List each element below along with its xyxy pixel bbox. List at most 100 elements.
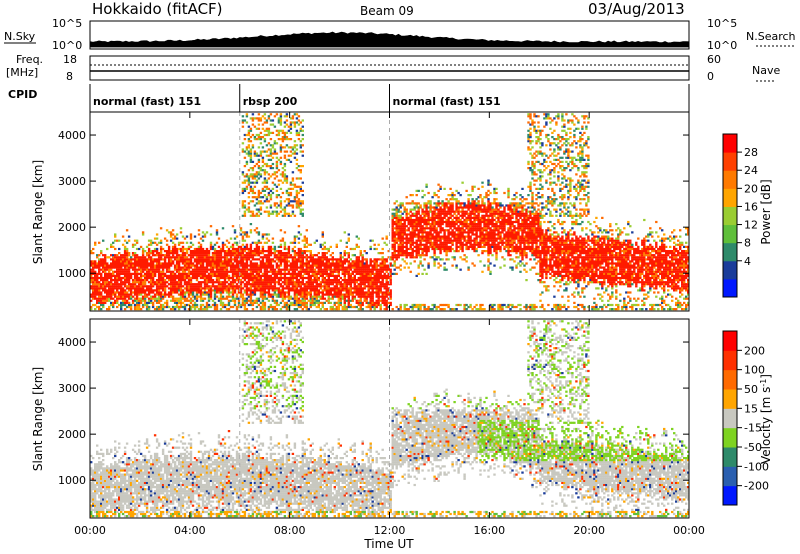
range-gate-cell (157, 287, 161, 290)
range-gate-cell (203, 308, 207, 311)
range-gate-cell (163, 274, 167, 277)
range-gate-cell (249, 214, 253, 217)
range-gate-cell (269, 279, 273, 282)
range-gate-cell (347, 305, 350, 309)
range-gate-cell (397, 245, 400, 248)
range-gate-cell (253, 241, 257, 244)
range-gate-cell (267, 187, 271, 190)
range-gate-cell (151, 295, 155, 298)
range-gate-cell (409, 239, 412, 242)
range-gate-cell (123, 297, 127, 300)
range-gate-cell (149, 291, 153, 294)
range-gate-cell (343, 295, 346, 298)
range-gate-cell (249, 189, 253, 192)
range-gate-cell (243, 268, 247, 271)
range-gate-cell (433, 202, 436, 205)
range-gate-cell (371, 291, 374, 294)
range-gate-cell (281, 146, 285, 149)
range-gate-cell (209, 243, 213, 246)
range-gate-cell (275, 194, 279, 197)
range-gate-cell (177, 241, 181, 244)
range-gate-cell (106, 285, 109, 288)
range-gate-cell (445, 241, 448, 244)
range-gate-cell (104, 295, 107, 298)
range-gate-cell (441, 229, 444, 232)
range-gate-cell (301, 303, 304, 307)
range-gate-cell (137, 305, 141, 309)
range-gate-cell (391, 218, 394, 222)
range-gate-cell (437, 202, 440, 205)
range-gate-cell (307, 279, 310, 282)
range-gate-cell (383, 283, 386, 286)
range-gate-cell (329, 289, 332, 292)
range-gate-cell (339, 287, 342, 290)
range-gate-cell (429, 233, 432, 236)
range-gate-cell (441, 223, 444, 226)
range-gate-cell (269, 123, 273, 126)
range-gate-cell (125, 254, 129, 257)
range-gate-cell (237, 245, 241, 248)
range-gate-cell (361, 303, 364, 307)
range-gate-cell (133, 252, 137, 255)
range-gate-cell (121, 289, 125, 292)
range-gate-cell (309, 250, 312, 253)
range-gate-cell (151, 254, 155, 257)
range-gate-cell (233, 303, 237, 307)
range-gate-cell (131, 266, 135, 269)
range-gate-cell (283, 133, 287, 137)
range-gate-cell (141, 279, 145, 282)
range-gate-cell (112, 293, 115, 296)
range-gate-cell (235, 243, 239, 246)
range-gate-cell (137, 262, 141, 265)
range-gate-cell (299, 202, 302, 205)
range-gate-cell (291, 171, 295, 174)
range-gate-cell (441, 220, 444, 224)
range-gate-cell (289, 256, 293, 259)
range-gate-cell (371, 239, 374, 242)
range-gate-cell (283, 268, 287, 271)
range-gate-cell (327, 299, 330, 302)
range-gate-cell (411, 223, 414, 226)
range-gate-cell (299, 171, 302, 174)
range-gate-cell (439, 210, 442, 213)
freq-label-1: Freq. (16, 53, 43, 66)
range-gate-cell (319, 270, 322, 273)
range-gate-cell (167, 260, 171, 263)
range-gate-cell (108, 289, 111, 292)
range-gate-cell (439, 245, 442, 248)
range-gate-cell (195, 266, 199, 269)
range-gate-cell (181, 266, 185, 269)
range-gate-cell (153, 254, 157, 257)
range-gate-cell (295, 295, 299, 298)
range-gate-cell (333, 276, 336, 280)
range-gate-cell (345, 299, 348, 302)
range-gate-cell (227, 303, 231, 307)
range-gate-cell (171, 285, 175, 288)
range-gate-cell (405, 216, 408, 219)
range-gate-cell (195, 303, 199, 307)
range-gate-cell (225, 260, 229, 263)
range-gate-cell (116, 299, 119, 302)
range-gate-cell (102, 285, 105, 288)
range-gate-cell (159, 270, 163, 273)
range-gate-cell (147, 299, 151, 302)
range-gate-cell (375, 283, 378, 286)
range-gate-cell (337, 297, 340, 300)
range-gate-cell (257, 233, 261, 236)
range-gate-cell (311, 254, 314, 257)
range-gate-cell (247, 279, 251, 282)
range-gate-cell (247, 268, 251, 271)
range-gate-cell (233, 254, 237, 257)
range-gate-cell (211, 258, 215, 261)
range-gate-cell (221, 245, 225, 248)
range-gate-cell (331, 287, 334, 290)
range-gate-cell (131, 262, 135, 265)
range-gate-cell (116, 274, 119, 277)
range-gate-cell (393, 231, 396, 234)
range-gate-cell (395, 210, 398, 213)
range-gate-cell (153, 274, 157, 277)
range-gate-cell (157, 279, 161, 282)
range-gate-cell (114, 279, 117, 282)
range-gate-cell (163, 266, 167, 269)
range-gate-cell (367, 303, 370, 307)
